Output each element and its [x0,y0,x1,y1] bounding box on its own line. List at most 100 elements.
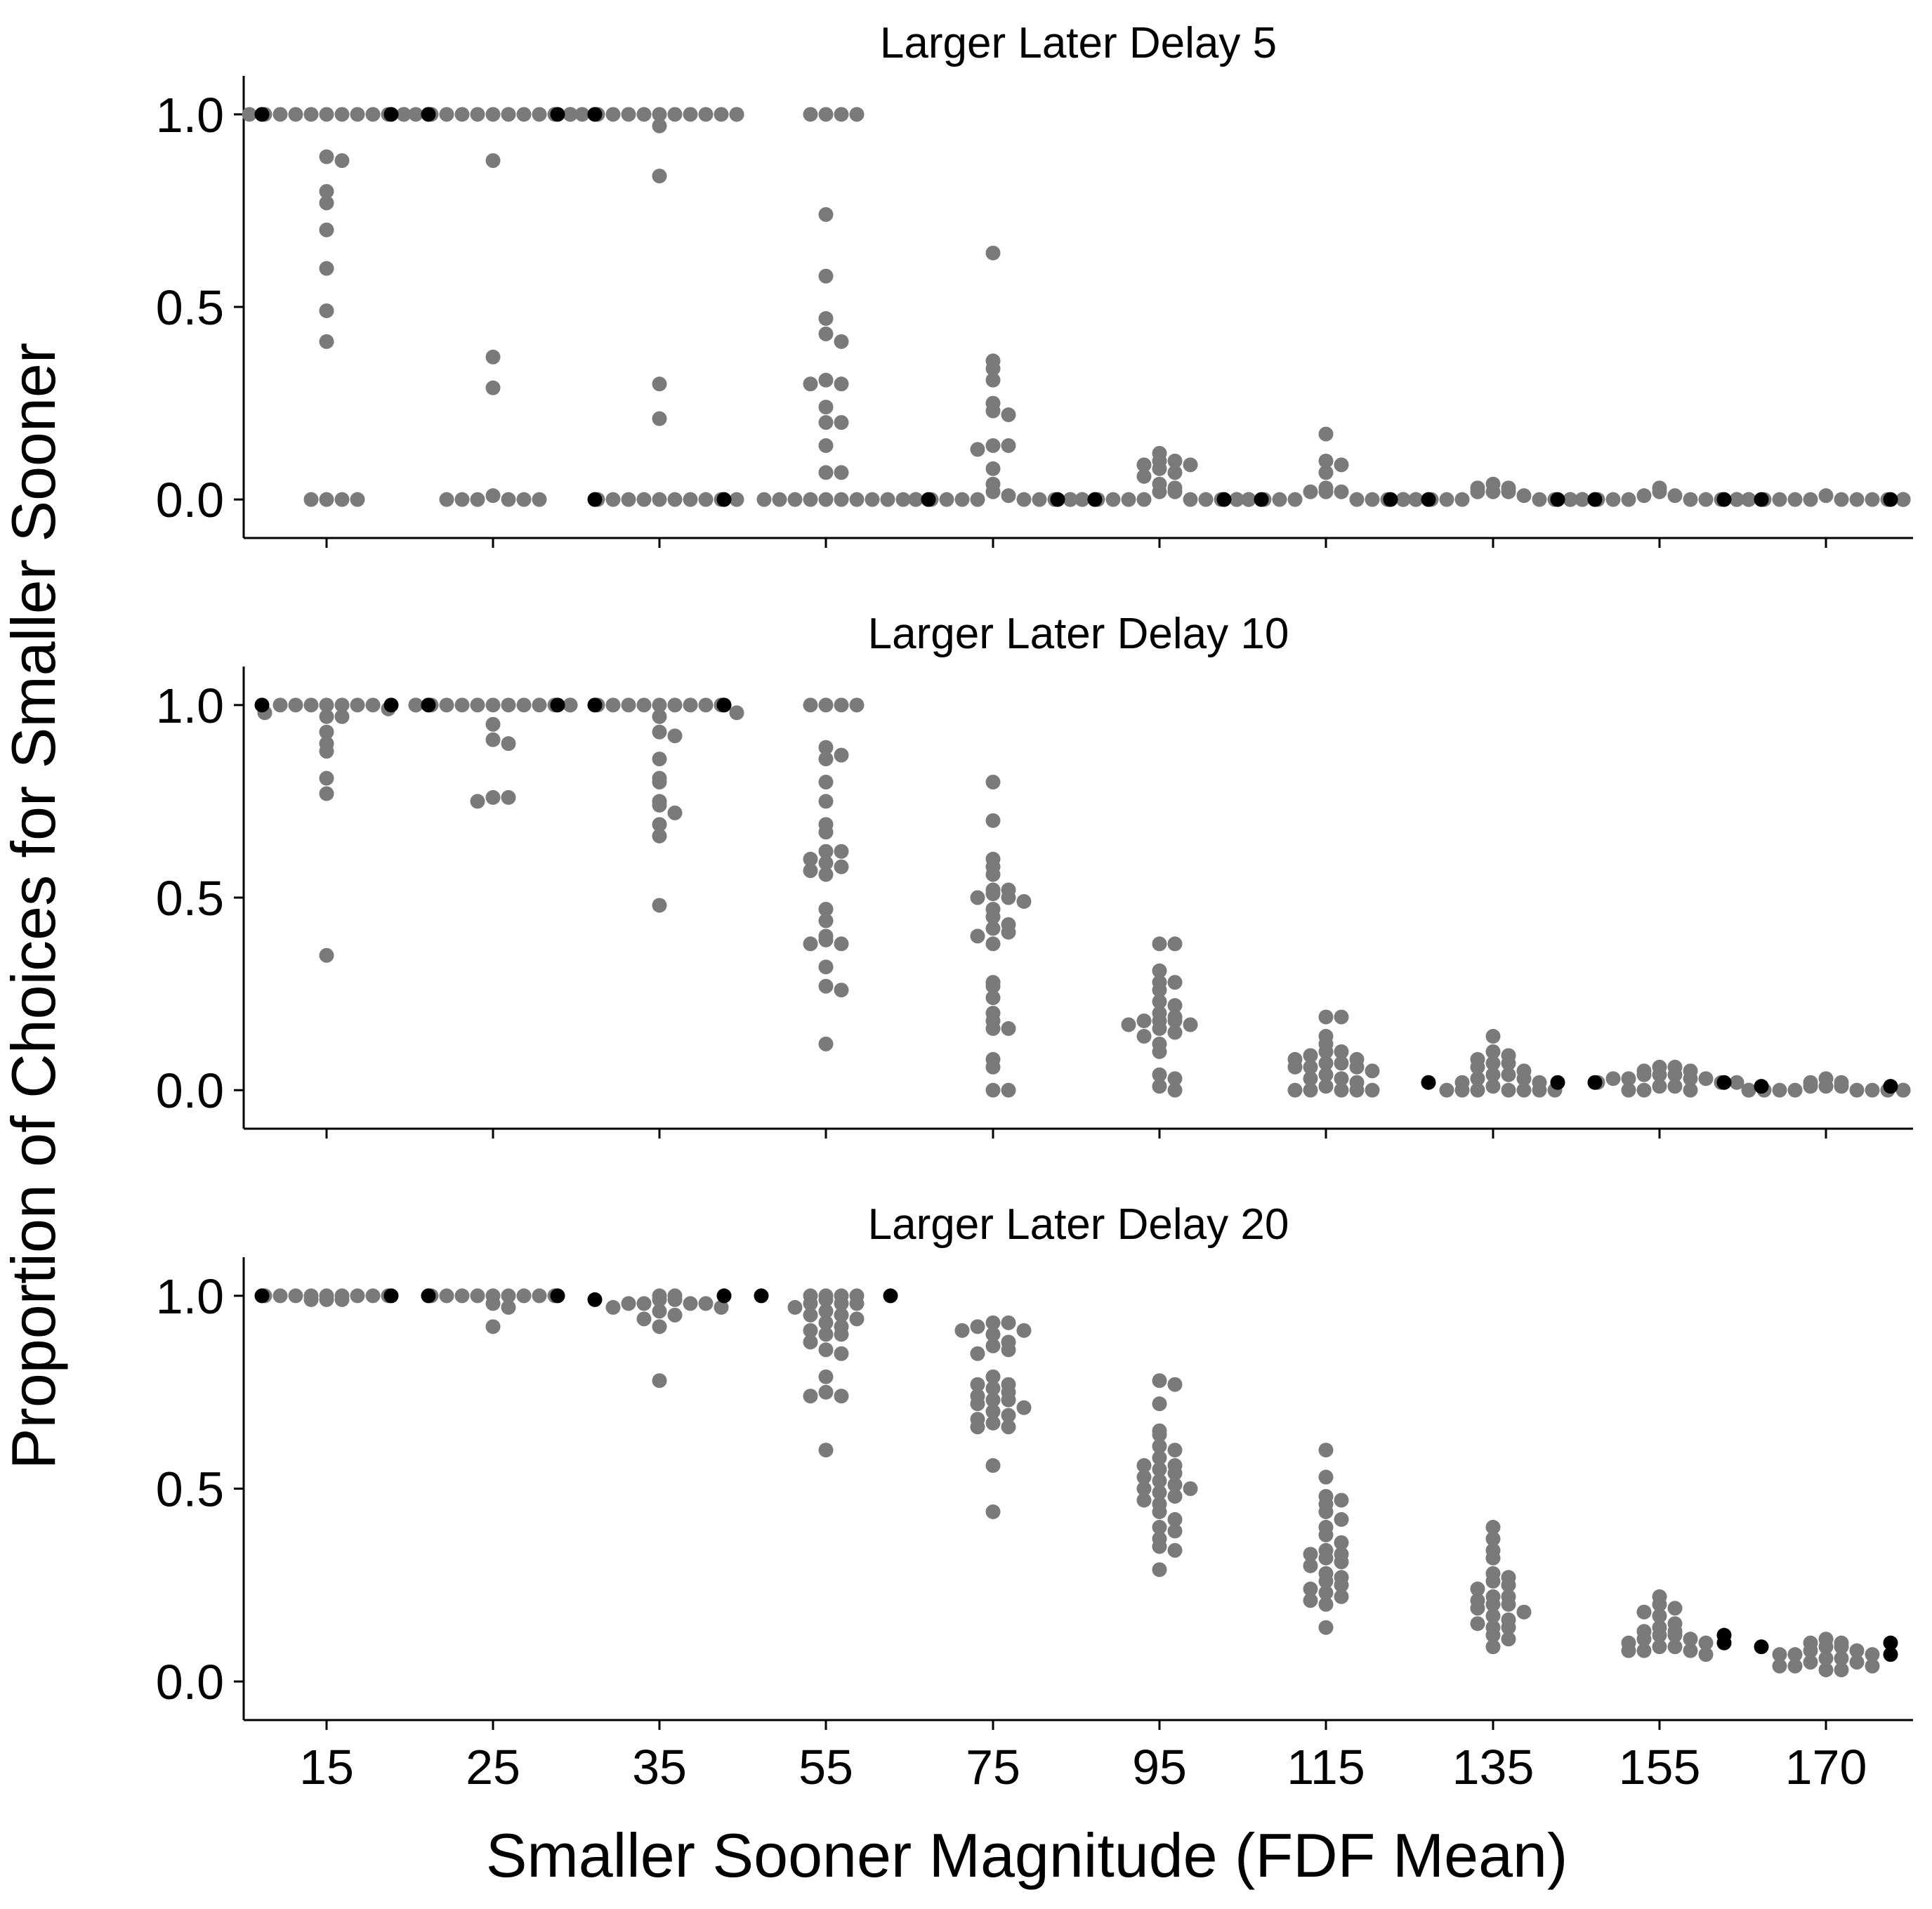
data-point [985,1369,1001,1384]
data-point [1016,893,1032,909]
data-point [1136,1481,1152,1496]
data-point [818,867,834,882]
data-point [787,492,803,507]
data-point [1318,1620,1334,1635]
data-point [1152,1504,1167,1519]
data-point [1698,1635,1714,1651]
highlight-point [1050,492,1065,507]
data-point [1001,890,1016,905]
data-point [652,828,667,844]
data-point [1501,1632,1516,1647]
data-point [1001,407,1016,423]
data-point [818,326,834,341]
data-point [985,978,1001,994]
data-point [895,492,911,507]
data-point [1001,1408,1016,1423]
data-point [1241,492,1256,507]
data-point [1667,1639,1683,1655]
data-point [516,1288,532,1304]
data-point [985,461,1001,476]
highlight-point [421,107,436,122]
data-point [1167,1025,1183,1040]
data-point [818,752,834,767]
data-point [1698,1071,1714,1087]
highlight-point [1254,492,1269,507]
data-point [954,492,970,507]
data-point [985,1315,1001,1330]
y-axis-title: Proportion of Choices for Smaller Sooner [0,343,68,1469]
data-point [1849,492,1865,507]
data-point [485,716,501,732]
highlight-point [1754,492,1769,507]
data-point [1152,1067,1167,1082]
data-point [939,492,954,507]
swarm-group-75 [908,245,1078,507]
data-point [1303,1547,1318,1562]
data-point [454,697,470,713]
data-point [818,959,834,975]
data-point [439,492,454,507]
data-point [1834,1651,1849,1666]
data-point [1895,1082,1911,1098]
data-point [1303,1082,1318,1098]
data-point [1063,492,1078,507]
highlight-point [587,1292,603,1307]
data-point [756,492,772,507]
data-point [1408,492,1424,507]
highlight-point [1883,1647,1898,1662]
data-point [532,1288,547,1304]
data-point [319,744,334,759]
data-point [1334,1511,1349,1527]
data-point [1318,484,1334,499]
data-point [1229,492,1244,507]
data-point [1334,457,1349,473]
x-tick-label: 170 [1785,1740,1867,1795]
data-point [1741,1082,1756,1098]
data-point [1834,1079,1849,1094]
data-point [470,492,485,507]
data-point [985,1327,1001,1342]
data-point [834,697,849,713]
data-point [1575,492,1590,507]
data-point [1318,1009,1334,1025]
data-point [454,492,470,507]
highlight-point [550,1288,565,1304]
data-point [834,465,849,480]
data-point [1470,1082,1485,1098]
y-tick-label: 1.0 [156,88,224,143]
data-point [1621,492,1636,507]
data-point [1001,1021,1016,1036]
data-point [1849,1643,1865,1658]
data-point [667,805,683,820]
data-point [985,372,1001,388]
data-point [1485,1639,1501,1655]
data-point [1303,1071,1318,1087]
data-point [834,1327,849,1342]
data-point [1136,1469,1152,1485]
x-tick-label: 155 [1619,1740,1701,1795]
highlight-point [1587,1075,1603,1090]
data-point [242,107,257,122]
data-point [1470,1071,1485,1087]
data-point [1152,484,1167,499]
swarm-group-115 [1303,1443,1349,1635]
data-point [1167,1013,1183,1028]
data-point [1016,1323,1032,1338]
data-point [1470,1616,1485,1632]
highlight-point [716,492,732,507]
data-point [985,990,1001,1006]
data-point [485,1319,501,1334]
data-point [985,1458,1001,1474]
data-point [849,492,865,507]
data-point [365,107,381,122]
data-point [1485,1608,1501,1624]
panel-title: Larger Later Delay 10 [868,610,1289,658]
x-tick-label: 35 [632,1740,687,1795]
data-point [532,107,547,122]
highlight-point [921,492,936,507]
data-point [818,794,834,809]
data-point [818,310,834,326]
panel-2: Larger Later Delay 10 0.0 0.5 1.0 [156,610,1913,1139]
data-point [1834,492,1849,507]
data-point [652,118,667,133]
